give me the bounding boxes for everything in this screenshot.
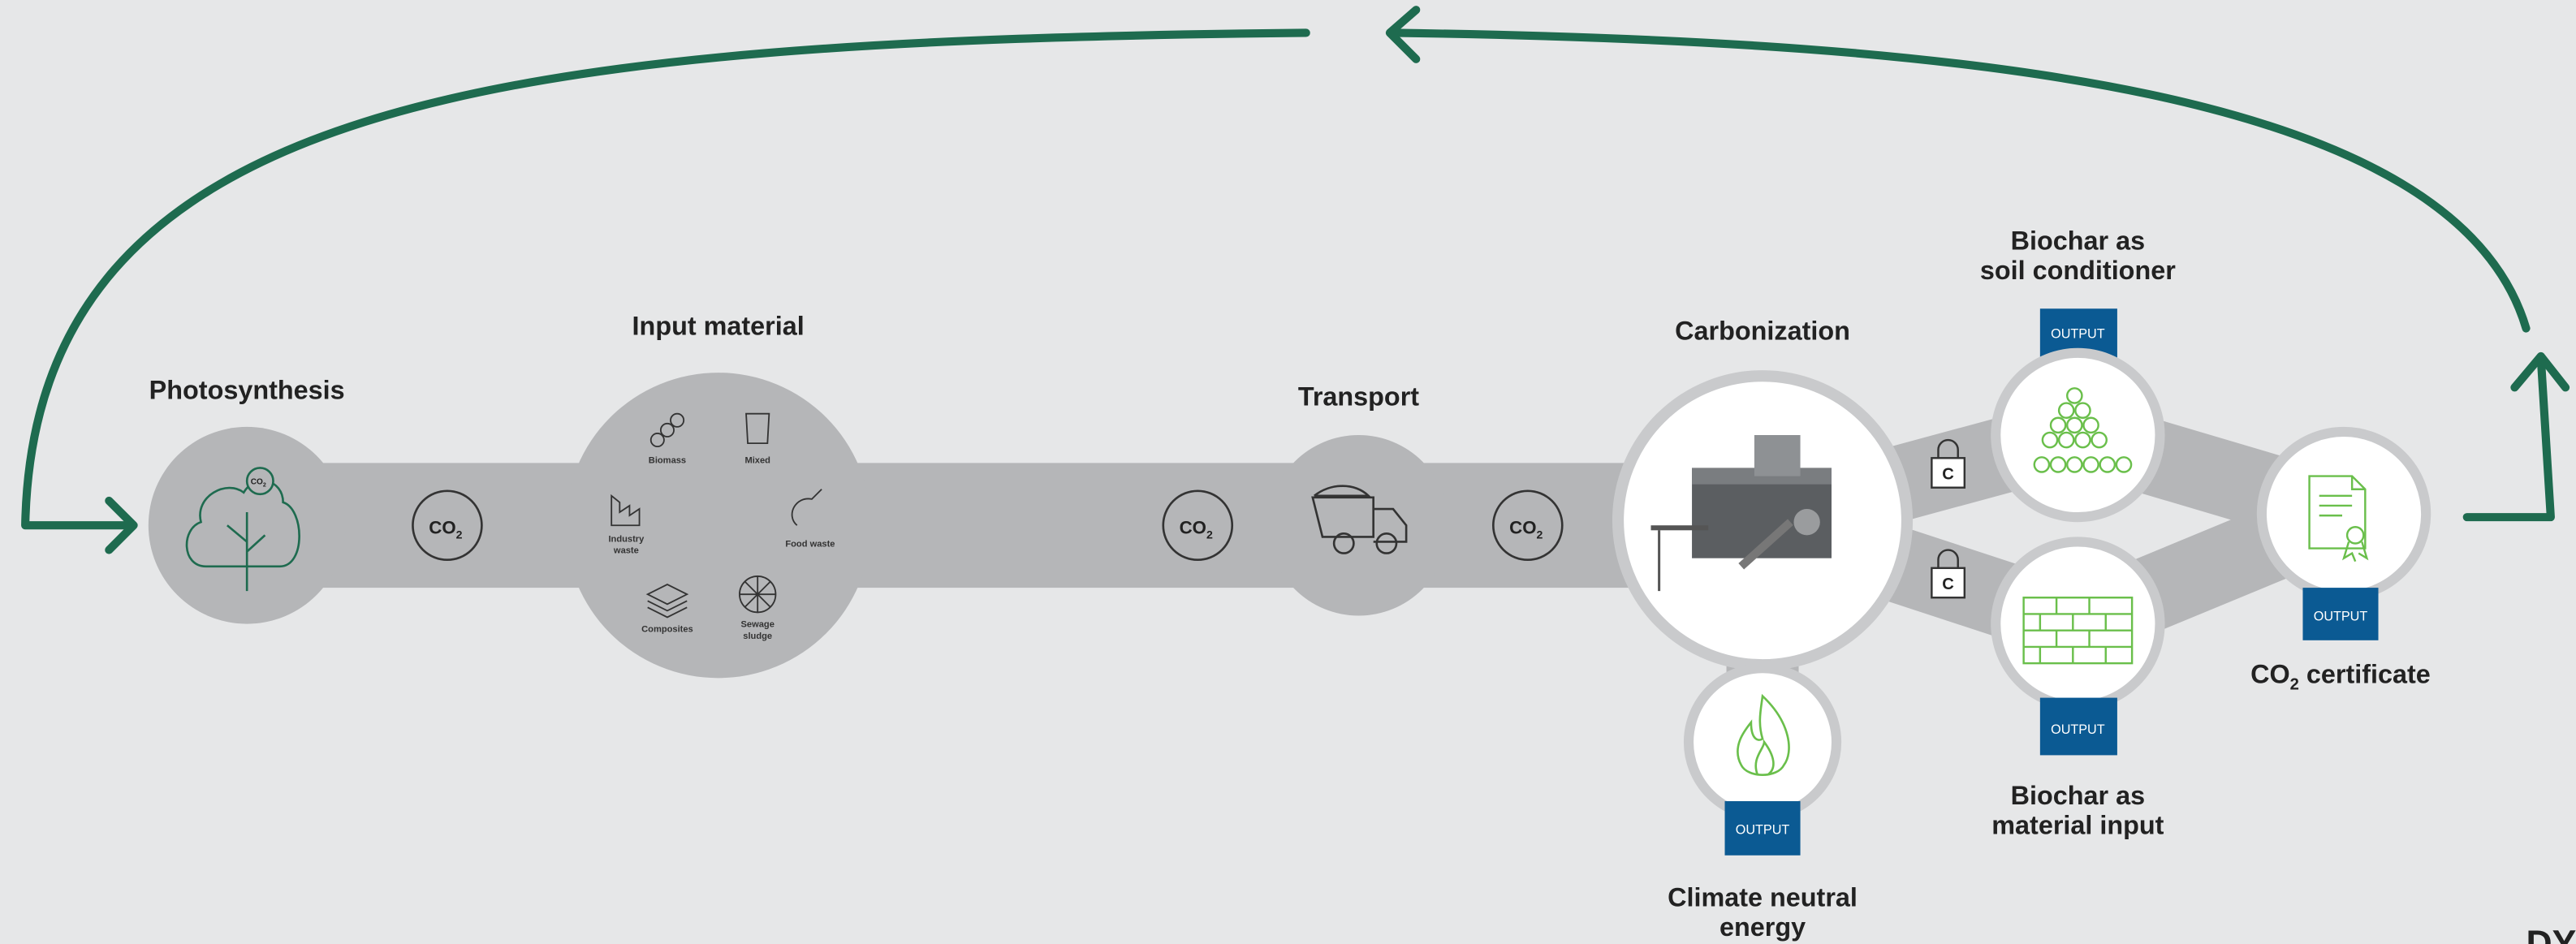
node-circle: [2262, 432, 2426, 596]
plant-image-part: [1793, 509, 1819, 535]
node-label-part: certificate: [2299, 659, 2431, 688]
co2-label-part: CO: [1180, 517, 1206, 537]
flow-band-part: [247, 463, 1692, 588]
lock-label: C: [1942, 466, 1954, 484]
node-label: Input material: [632, 312, 805, 341]
node-label-part: CO: [2250, 659, 2290, 688]
material-item: Industry: [608, 534, 645, 544]
badge-label: OUTPUT: [1736, 822, 1790, 837]
plant-image-part: [1650, 525, 1708, 530]
node-label: material input: [1991, 810, 2164, 839]
material-icons-part: [740, 576, 775, 612]
co2-label-part: CO: [1509, 517, 1536, 537]
co2-label-part: 2: [1537, 528, 1543, 541]
badge-label: OUTPUT: [2314, 610, 2368, 624]
diagram: Photosynthesis CO2 CO2 CO2 CO2 Input mat…: [0, 0, 2576, 944]
co2-label-part: 2: [1206, 528, 1213, 541]
co2-mini-part: CO: [251, 478, 263, 487]
node-label: energy: [1719, 912, 1806, 942]
material-item: Biomass: [649, 455, 686, 465]
plant-image-part: [1754, 435, 1801, 476]
material-item: Composites: [641, 625, 693, 635]
node-label: Biochar as: [2011, 781, 2145, 810]
node-label: CO2 certificate: [2250, 659, 2431, 693]
flow-band-part: [1268, 435, 1448, 615]
node-label: Carbonization: [1675, 317, 1850, 346]
material-item: Sewage: [741, 620, 775, 630]
badge-label: OUTPUT: [2051, 722, 2105, 737]
node-label: soil conditioner: [1980, 256, 2176, 285]
co2-mini-part: 2: [263, 483, 266, 489]
material-item: Mixed: [744, 455, 770, 465]
badge-label: OUTPUT: [2051, 327, 2105, 342]
node-circle: [1996, 541, 2160, 705]
page: Photosynthesis CO2 CO2 CO2 CO2 Input mat…: [0, 0, 2576, 944]
co2-label-part: 2: [456, 528, 463, 541]
node-label-part: 2: [2290, 675, 2299, 693]
node-label: Biochar as: [2011, 226, 2145, 255]
material-item: sludge: [743, 631, 772, 641]
node-label: Photosynthesis: [149, 375, 345, 404]
material-item: Food waste: [785, 540, 835, 550]
node-label: Climate neutral: [1668, 882, 1858, 912]
co2-label-part: CO: [429, 517, 455, 537]
node-circle: [1689, 668, 1836, 816]
node-label: Transport: [1298, 382, 1419, 412]
material-item: waste: [613, 546, 639, 556]
logo: DY: [2526, 924, 2576, 944]
lock-label: C: [1942, 575, 1954, 593]
